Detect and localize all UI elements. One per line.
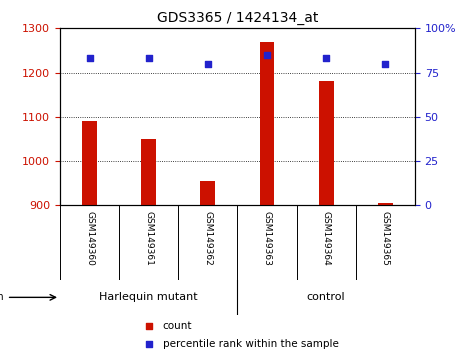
Text: GSM149360: GSM149360: [85, 211, 94, 266]
Point: [382, 61, 389, 67]
Point: [145, 341, 152, 347]
Point: [86, 56, 93, 61]
Bar: [141, 139, 156, 205]
Text: GSM149364: GSM149364: [322, 211, 331, 266]
Text: genotype/variation: genotype/variation: [0, 292, 4, 302]
Text: count: count: [163, 321, 192, 331]
Text: Harlequin mutant: Harlequin mutant: [100, 292, 198, 302]
Point: [145, 323, 152, 329]
Text: percentile rank within the sample: percentile rank within the sample: [163, 339, 339, 349]
Bar: [82, 121, 97, 205]
Bar: [260, 42, 274, 205]
Text: GSM149361: GSM149361: [144, 211, 153, 266]
Point: [145, 56, 152, 61]
Text: GSM149363: GSM149363: [262, 211, 272, 266]
Point: [322, 56, 330, 61]
Point: [263, 52, 271, 58]
Bar: [378, 203, 393, 205]
Bar: [201, 181, 215, 205]
Title: GDS3365 / 1424134_at: GDS3365 / 1424134_at: [157, 11, 318, 24]
Text: GSM149362: GSM149362: [203, 211, 213, 266]
Text: control: control: [307, 292, 345, 302]
Point: [204, 61, 212, 67]
Text: GSM149365: GSM149365: [381, 211, 390, 266]
Bar: [319, 81, 334, 205]
